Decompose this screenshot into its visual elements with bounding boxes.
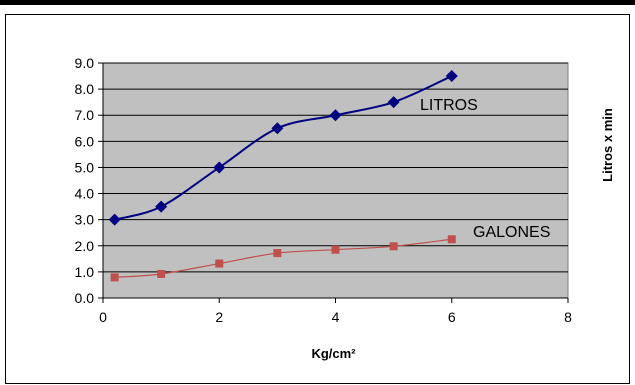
series-label-litros: LITROS xyxy=(420,97,478,114)
top-border xyxy=(0,0,635,5)
point-litros-3 xyxy=(271,122,284,135)
point-litros-4 xyxy=(329,109,342,122)
point-galones-2 xyxy=(215,259,224,268)
point-litros-6 xyxy=(445,70,458,83)
x-tick-label-3: 6 xyxy=(448,309,456,325)
y-tick-label-8: 8.0 xyxy=(75,81,95,97)
point-galones-3 xyxy=(273,249,282,258)
axes: 0.0 1.0 2.0 3.0 4.0 5.0 6.0 7.0 8.0 9.0 0 2 4 6 8 xyxy=(75,55,573,325)
y-tick-label-2: 2.0 xyxy=(75,238,95,254)
y-tick-label-1: 1.0 xyxy=(75,264,95,280)
point-galones-1 xyxy=(157,269,166,278)
x-tick-label-1: 2 xyxy=(215,309,223,325)
point-galones-6 xyxy=(447,235,456,244)
point-galones-5 xyxy=(389,242,398,251)
x-tick-label-2: 4 xyxy=(332,309,340,325)
y-tick-label-3: 3.0 xyxy=(75,212,95,228)
point-litros-5 xyxy=(387,96,400,109)
y-tick-label-7: 7.0 xyxy=(75,107,95,123)
point-litros-1 xyxy=(155,200,168,213)
y-tick-label-9: 9.0 xyxy=(75,55,95,71)
series-label-galones: GALONES xyxy=(473,224,550,241)
x-tick-label-4: 8 xyxy=(564,309,572,325)
x-axis-title: Kg/cm² xyxy=(311,346,356,361)
point-galones-0 xyxy=(110,273,119,282)
point-litros-0 xyxy=(108,213,121,226)
point-litros-2 xyxy=(213,161,226,174)
x-tick-label-0: 0 xyxy=(99,309,107,325)
y-axis-title: Litros x min xyxy=(600,108,615,182)
y-tick-label-0: 0.0 xyxy=(75,290,95,306)
y-tick-label-6: 6.0 xyxy=(75,133,95,149)
label-layer: Kg/cm² Litros x min LITROS GALONES xyxy=(311,97,615,361)
point-galones-4 xyxy=(331,245,340,254)
series-layer xyxy=(108,70,458,282)
y-tick-label-5: 5.0 xyxy=(75,159,95,175)
plot-area xyxy=(102,62,569,299)
y-tick-label-4: 4.0 xyxy=(75,186,95,202)
